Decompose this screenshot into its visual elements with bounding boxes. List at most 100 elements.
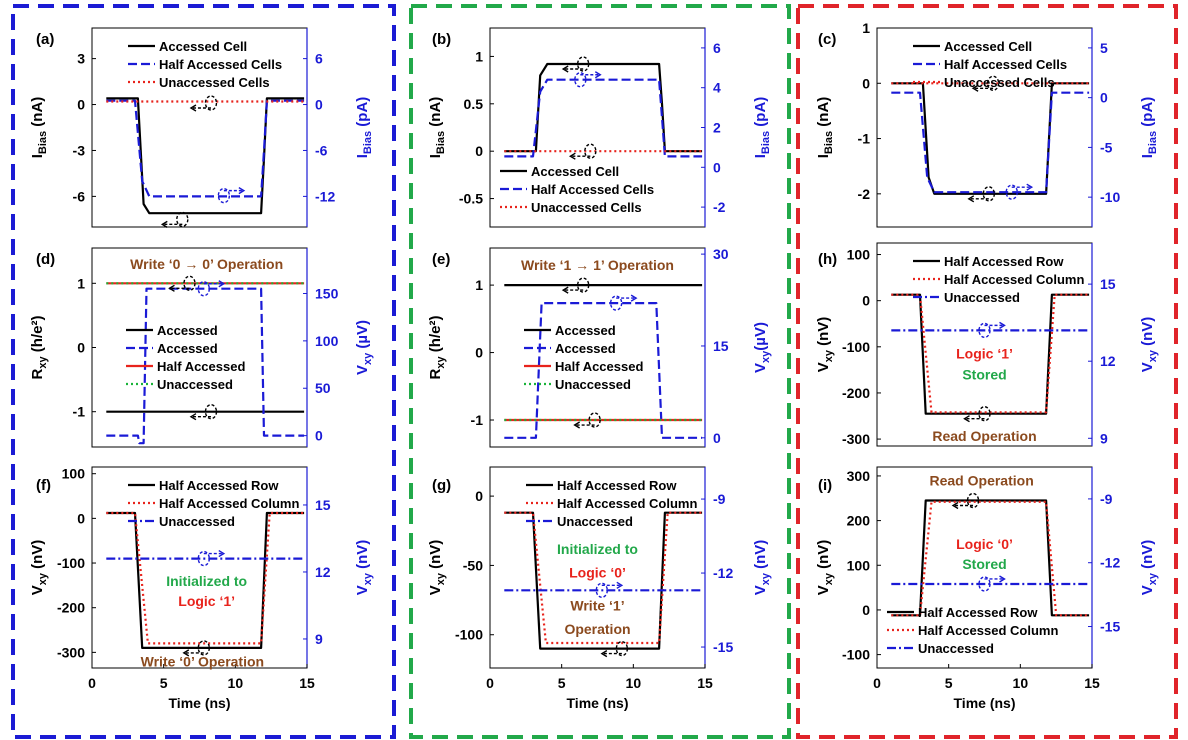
panel-label: (e) — [432, 251, 450, 268]
marker-arrow-head — [951, 501, 959, 510]
y2-axis-label: IBias (pA) — [1139, 97, 1159, 159]
left-tick-label: -100 — [455, 627, 483, 643]
legend-entry: Half Accessed Row — [918, 605, 1038, 620]
legend-entry: Accessed Cell — [944, 39, 1032, 54]
legend-entry: Accessed Cell — [159, 39, 247, 54]
y2-axis-label: Vxy (nV) — [354, 540, 374, 596]
marker-arrow-head — [999, 321, 1006, 329]
right-tick-label: 15 — [713, 338, 729, 354]
legend-entry: Accessed — [157, 341, 218, 356]
marker-arrow-head — [189, 104, 197, 112]
axes-frame — [489, 27, 706, 228]
left-tick-label: 100 — [62, 466, 86, 482]
y2-axis-label: Vxy (µV) — [354, 320, 374, 375]
x-tick-label: 10 — [626, 675, 642, 691]
frame-column-3 — [796, 4, 1178, 739]
marker-arrow-head — [189, 413, 197, 421]
annotation-text: Stored — [962, 366, 1006, 382]
left-tick-label: 100 — [847, 557, 871, 573]
marker-arrow-head — [238, 187, 246, 195]
left-tick-label: -300 — [842, 431, 870, 447]
series-line-black-0 — [106, 511, 305, 650]
right-tick-label: 6 — [315, 51, 323, 67]
legend-entry: Unaccessed — [555, 377, 631, 392]
marker-arrow-head — [630, 294, 638, 302]
right-tick-label: -9 — [1100, 491, 1113, 507]
marker-ellipse — [595, 582, 608, 599]
left-tick-label: 1 — [77, 275, 85, 291]
left-tick-label: -100 — [842, 647, 870, 663]
marker-arrow-head — [561, 286, 569, 294]
left-axis-marker-icon — [971, 75, 1000, 92]
y2-axis-label: IBias (pA) — [752, 97, 772, 159]
marker-arrow-head — [999, 575, 1006, 583]
panel-f: (f) 100 0 -100 -200 -300 15 12 9 0 5 10 15 Time (ns) V… — [29, 466, 374, 711]
series-group — [504, 62, 703, 158]
marker-ellipse — [986, 75, 1000, 91]
marker-arrow-head — [160, 220, 168, 228]
right-tick-label: 9 — [315, 631, 323, 647]
right-tick-label: -12 — [713, 565, 733, 581]
right-tick-label: 0 — [315, 97, 323, 113]
x-tick-label: 5 — [160, 675, 168, 691]
legend-entry: Unaccessed — [557, 514, 633, 529]
left-tick-label: 0 — [77, 340, 85, 356]
x-tick-label: 5 — [558, 675, 566, 691]
panel-e: (e) 1 0 -1 30 15 0 Rxy (h/e²) Vxy(µV) Accessed Acc… — [427, 246, 772, 448]
legend-entry: Half Accessed — [157, 359, 245, 374]
series-line-red-1 — [891, 500, 1090, 617]
marker-ellipse — [978, 576, 991, 592]
right-tick-label: -12 — [315, 188, 335, 204]
marker-ellipse — [584, 143, 597, 159]
series-line-black-0 — [891, 293, 1090, 415]
panel-label: (h) — [818, 251, 837, 268]
series-line-red-1 — [106, 511, 305, 645]
left-tick-label: 0 — [77, 510, 85, 526]
right-axis-marker-icon — [197, 280, 226, 297]
left-tick-label: 0 — [475, 143, 483, 159]
legend-entry: Unaccessed Cells — [531, 200, 642, 215]
marker-arrow-head — [971, 84, 979, 92]
panel-label: (i) — [818, 477, 832, 494]
right-tick-label: -15 — [713, 639, 733, 655]
right-tick-label: 0 — [713, 430, 721, 446]
panel-d: (d) 1 0 -1 150 100 50 0 Rxy (h/e²) Vxy (µV) Access… — [29, 247, 374, 448]
marker-arrow-head — [573, 421, 580, 429]
left-tick-label: -2 — [858, 186, 871, 202]
left-axis-marker-icon — [967, 186, 995, 203]
panel-label: (b) — [432, 31, 451, 48]
annotation-text: Stored — [962, 556, 1006, 572]
right-tick-label: 12 — [315, 564, 331, 580]
marker-ellipse — [576, 277, 590, 293]
marker-arrow-head — [168, 284, 175, 292]
x-axis-label: Time (ns) — [954, 695, 1016, 711]
y-axis-label: IBias (nA) — [29, 97, 49, 159]
annotation-text: Write ‘1’ — [570, 598, 624, 614]
right-tick-label: 100 — [315, 333, 339, 349]
marker-arrow-head — [218, 549, 226, 558]
right-tick-label: -9 — [713, 491, 726, 507]
left-tick-label: -200 — [57, 600, 85, 616]
marker-ellipse — [978, 322, 991, 339]
legend-entry: Half Accessed Column — [918, 623, 1058, 638]
marker-ellipse — [197, 550, 211, 567]
marker-ellipse — [217, 187, 231, 204]
marker-ellipse — [966, 492, 980, 509]
legend-entry: Unaccessed — [918, 641, 994, 656]
legend-entry: Unaccessed Cells — [944, 75, 1055, 90]
annotation-text: Logic ‘1’ — [178, 593, 235, 609]
marker-ellipse — [588, 412, 601, 428]
legend-entry: Accessed — [157, 323, 218, 338]
annotation-text: Initialized to — [166, 573, 247, 589]
panel-h: (h) 100 0 -100 -200 -300 15 12 9 Vxy (nV) Vxy (nV)… — [815, 242, 1159, 447]
y2-axis-label: IBias (pA) — [354, 97, 374, 159]
left-axis-marker-icon — [573, 412, 601, 429]
legend-entry: Half Accessed Row — [944, 254, 1064, 269]
panel-label: (c) — [818, 31, 836, 48]
marker-arrow-head — [218, 280, 226, 288]
right-tick-label: 5 — [1100, 40, 1108, 56]
marker-ellipse — [1005, 184, 1018, 200]
left-axis-marker-icon — [561, 277, 590, 294]
